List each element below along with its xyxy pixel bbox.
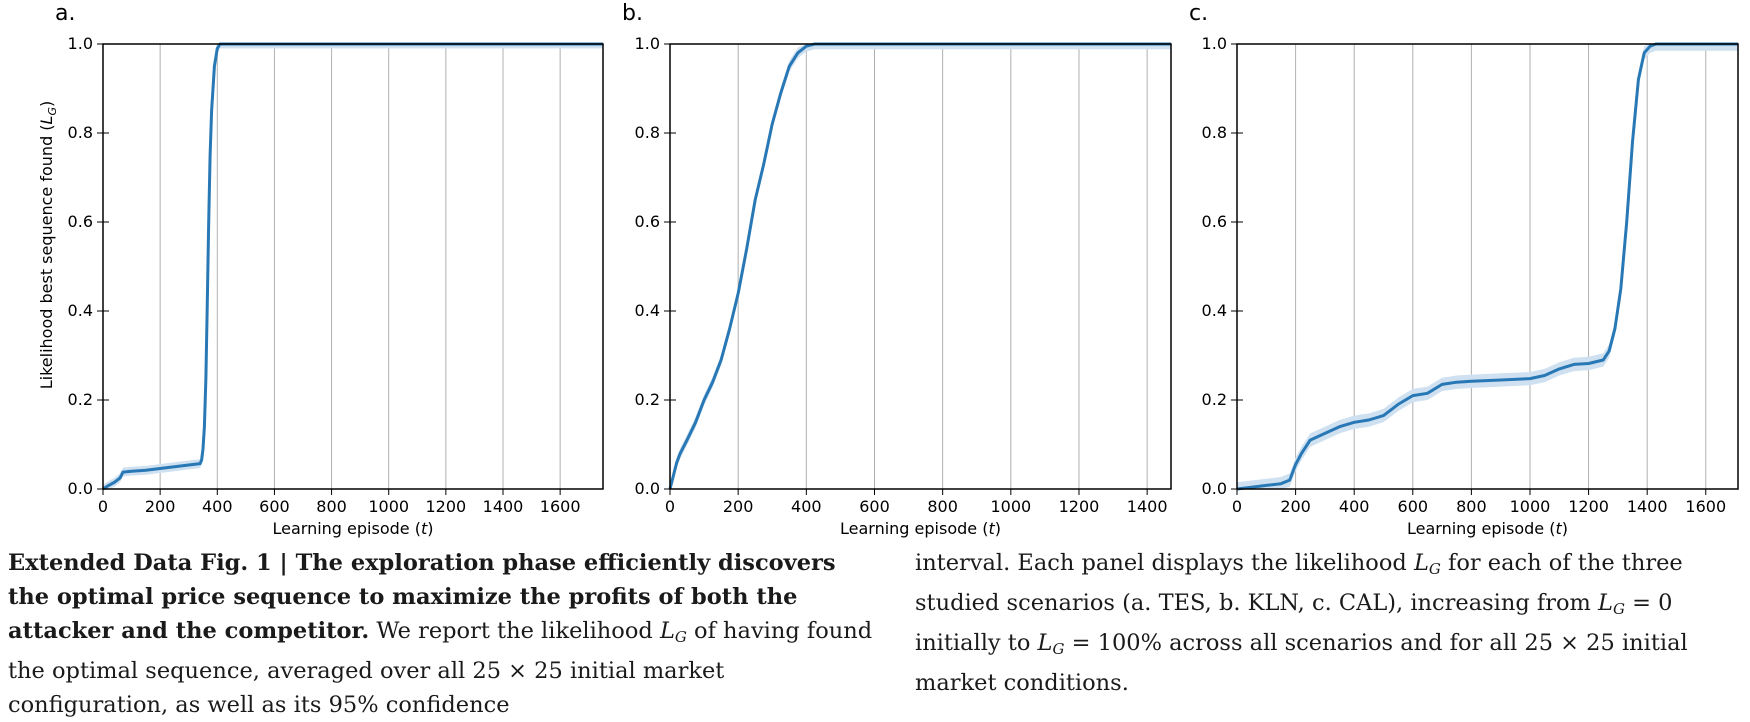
caption-symbol: L [1598,590,1613,616]
x-tick-label: 1200 [1059,497,1100,516]
y-tick-label: 1.0 [635,34,660,53]
panel-c: 0.0 0.2 0.4 0.6 0.8 1.0 0 200 400 600 800 1000 1200 1… [1189,1,1739,538]
caption-text: = 100% across all scenarios and for all … [915,630,1688,696]
caption-symbol-sub: G [1052,640,1065,658]
y-tick-label: 0.2 [1202,390,1227,409]
x-tick-label: 0 [665,497,675,516]
y-tick-label: 0.6 [68,212,93,231]
x-axis-label: Learning episode (t) [273,519,434,538]
figure: Likelihood best sequence found (LG) 0.00… [37,1,1739,538]
x-tick-label: 1200 [425,497,466,516]
x-axis-label: Learning episode (t) [840,519,1001,538]
x-tick-label: 200 [145,497,176,516]
caption-text: We report the likelihood [369,618,660,644]
y-tick-label: 0.8 [1202,123,1227,142]
confidence-band [103,44,603,489]
x-tick-label: 1200 [1568,497,1609,516]
x-tick-label: 600 [1398,497,1429,516]
y-tick-label: 0.4 [635,301,660,320]
x-axis-label: Learning episode (t) [1407,519,1568,538]
x-tick-label: 1600 [540,497,581,516]
plot-frame [102,43,604,490]
series-line [668,42,1171,490]
x-tick-label: 800 [927,497,958,516]
panel-label: c. [1189,1,1208,26]
y-tick-label: 1.0 [1202,34,1227,53]
x-tick-label: 200 [723,497,754,516]
y-tick-label: 0.8 [68,123,93,142]
x-tick-label: 600 [259,497,290,516]
x-tick-label: 200 [1280,497,1311,516]
series-line [1236,42,1738,491]
x-tick-label: 800 [1456,497,1487,516]
x-tick-label: 1000 [990,497,1031,516]
y-tick-label: 0.0 [1202,479,1227,498]
confidence-band [670,44,1171,489]
x-tick-label: 800 [316,497,347,516]
x-tick-label: 1000 [1510,497,1551,516]
y-tick-label: 0.6 [1202,212,1227,231]
caption-text: for each of the three studied scenarios … [915,550,1683,616]
x-tick-label: 1400 [1627,497,1668,516]
x-tick-label: 400 [1339,497,1370,516]
x-tick-label: 1400 [483,497,524,516]
caption-text: = 0 initially to [915,590,1673,656]
y-tick-label: 0.4 [68,301,93,320]
y-tick-label: 0.4 [1202,301,1227,320]
caption-symbol-sub: G [1613,600,1625,618]
caption-left-column: Extended Data Fig. 1 | The exploration p… [8,546,878,722]
plot-frame [669,43,1172,490]
y-tick-label: 0.2 [635,390,660,409]
x-tick-label: 1600 [1685,497,1726,516]
x-tick-label: 1000 [368,497,409,516]
caption-text: interval. Each panel displays the likeli… [915,550,1414,576]
x-tick-label: 400 [791,497,822,516]
plot-frame [1236,43,1739,490]
panel-a: 0.0 0.2 0.4 0.6 0.8 1.0 0 200 400 600 800 1000 1200 1… [55,1,604,538]
panel-b: 0.0 0.2 0.4 0.6 0.8 1.0 0 200 400 600 800 1000 1200 1… [622,1,1172,538]
x-tick-label: 600 [859,497,890,516]
caption-symbol-sub: G [1428,560,1441,578]
y-tick-label: 0.6 [635,212,660,231]
panel-label: b. [622,1,643,26]
caption-symbol: L [1037,630,1053,656]
caption-symbol: L [659,618,675,644]
y-tick-label: 0.0 [68,479,93,498]
y-tick-label: 0.0 [635,479,660,498]
caption-symbol: L [1413,550,1429,576]
confidence-band [1237,44,1738,489]
series-line [102,42,603,491]
panel-label: a. [55,1,75,26]
x-tick-label: 0 [1232,497,1242,516]
y-axis-label: Likelihood best sequence found (LG) [37,101,59,390]
x-tick-label: 400 [202,497,233,516]
caption-symbol-sub: G [674,628,687,646]
caption-right-column: interval. Each panel displays the likeli… [915,546,1745,700]
y-tick-label: 0.2 [68,390,93,409]
y-tick-label: 0.8 [635,123,660,142]
x-tick-label: 0 [98,497,108,516]
y-tick-label: 1.0 [68,34,93,53]
caption-title: Extended Data Fig. 1 | The exploration p… [8,550,836,644]
x-tick-label: 1400 [1127,497,1168,516]
